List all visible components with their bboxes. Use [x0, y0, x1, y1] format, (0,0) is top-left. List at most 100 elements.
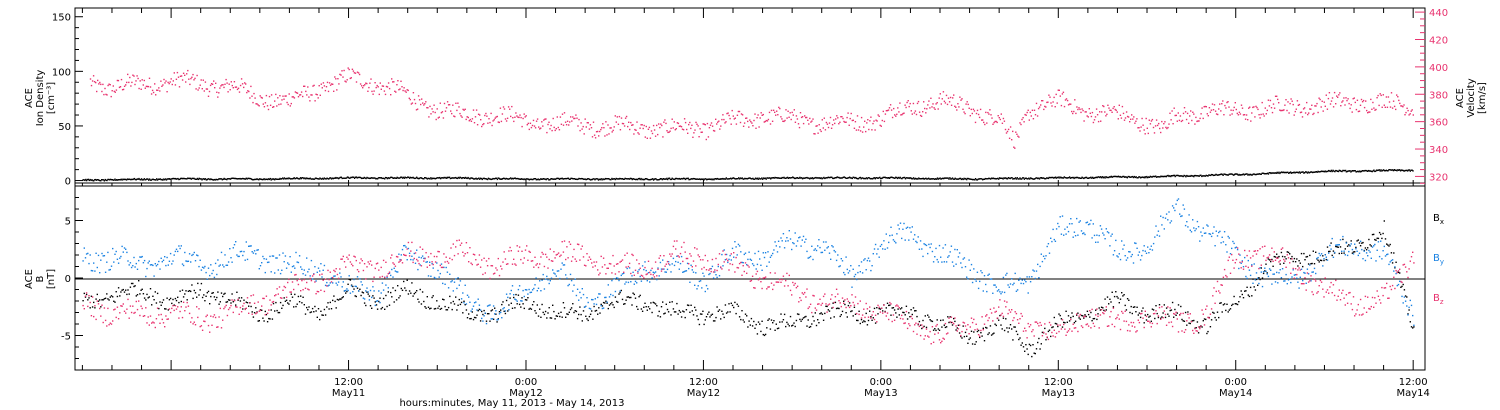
density-point — [643, 179, 645, 181]
velocity-point — [1367, 112, 1369, 114]
bx-point — [1373, 233, 1375, 236]
by-point — [322, 269, 324, 271]
velocity-point — [852, 119, 854, 121]
density-point — [160, 179, 162, 181]
by-point — [594, 298, 596, 300]
bx-point — [385, 294, 387, 297]
density-point — [511, 177, 514, 180]
velocity-point — [756, 117, 758, 119]
by-point — [427, 275, 430, 277]
density-point — [407, 176, 409, 178]
bx-point — [897, 308, 899, 310]
bx-point — [1382, 232, 1384, 235]
bx-point — [414, 291, 417, 294]
bx-point — [271, 318, 274, 320]
density-point — [847, 177, 849, 179]
velocity-point — [484, 114, 486, 117]
by-point — [1254, 279, 1257, 281]
by-point — [562, 264, 565, 266]
velocity-point — [481, 125, 483, 128]
velocity-point — [888, 107, 891, 109]
density-point — [1166, 175, 1168, 177]
by-point — [478, 304, 481, 306]
velocity-point — [108, 83, 110, 85]
bx-point — [865, 312, 867, 315]
bx-point — [678, 309, 680, 312]
velocity-point — [1363, 106, 1366, 109]
density-point — [1231, 173, 1233, 175]
velocity-point — [833, 119, 835, 121]
density-point — [1018, 178, 1020, 180]
bx-point — [672, 308, 675, 310]
density-point — [1122, 175, 1124, 178]
velocity-point — [827, 126, 830, 129]
by-point — [1169, 222, 1171, 224]
velocity-point — [1104, 111, 1106, 113]
velocity-point — [1412, 114, 1414, 116]
bx-point — [1201, 326, 1203, 328]
bx-point — [218, 303, 220, 305]
density-point — [142, 179, 145, 181]
velocity-point — [289, 105, 291, 107]
velocity-point — [992, 123, 994, 125]
by-point — [527, 293, 529, 295]
density-point — [625, 178, 627, 180]
bx-point — [1059, 314, 1061, 317]
density-point — [1383, 169, 1385, 171]
velocity-point — [112, 85, 114, 87]
density-point — [455, 176, 457, 179]
by-point — [182, 264, 185, 267]
density-point — [791, 177, 793, 179]
by-point — [1119, 258, 1122, 261]
density-point — [1412, 170, 1414, 172]
density-point — [545, 178, 547, 181]
velocity-point — [553, 126, 555, 129]
velocity-point — [1347, 98, 1349, 100]
velocity-point — [953, 94, 955, 96]
bx-point — [404, 287, 406, 289]
velocity-point — [819, 129, 821, 131]
velocity-point — [1044, 105, 1046, 108]
velocity-point — [259, 95, 261, 97]
bx-point — [320, 310, 322, 312]
velocity-point — [1142, 124, 1144, 126]
velocity-point — [554, 129, 556, 132]
velocity-point — [216, 91, 218, 93]
velocity-point — [549, 128, 551, 130]
bx-point — [345, 292, 347, 294]
by-point — [676, 255, 678, 257]
bx-point — [780, 313, 782, 315]
bx-point — [1278, 255, 1280, 258]
bx-point — [1260, 267, 1262, 269]
density-point — [523, 178, 525, 181]
density-point — [892, 177, 894, 179]
bx-point — [222, 295, 224, 298]
velocity-point — [1375, 108, 1377, 111]
density-point — [938, 177, 940, 180]
density-point — [392, 177, 395, 179]
velocity-point — [147, 85, 150, 88]
velocity-point — [941, 98, 943, 100]
velocity-point — [165, 80, 167, 82]
density-point — [950, 178, 953, 180]
velocity-point — [1167, 126, 1169, 129]
density-point — [971, 178, 973, 181]
density-point — [1296, 171, 1299, 174]
by-point — [1158, 235, 1161, 237]
bx-point — [190, 290, 192, 293]
density-point — [1032, 178, 1034, 180]
velocity-point — [1321, 100, 1323, 102]
bx-point — [966, 335, 968, 337]
density-point — [622, 178, 625, 180]
velocity-point — [734, 117, 736, 119]
velocity-point — [411, 102, 414, 104]
bx-point — [1187, 311, 1189, 313]
density-point — [367, 177, 369, 179]
velocity-point — [629, 128, 631, 131]
density-point — [92, 179, 94, 182]
velocity-point — [848, 124, 850, 126]
bx-point — [762, 333, 764, 336]
density-point — [790, 177, 792, 179]
density-point — [753, 178, 755, 180]
density-point — [276, 178, 279, 180]
